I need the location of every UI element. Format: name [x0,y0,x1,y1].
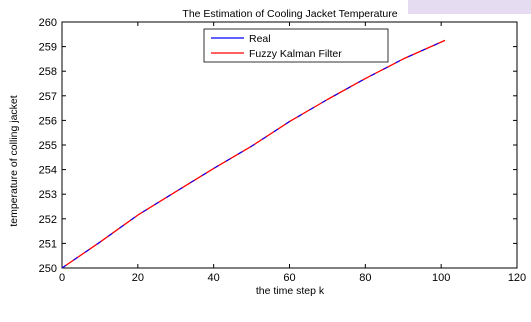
y-tick-label: 260 [39,17,57,29]
y-tick-label: 254 [39,165,57,177]
y-tick-label: 252 [39,214,57,226]
y-tick-label: 257 [39,91,57,103]
x-tick-label: 20 [132,272,144,284]
x-tick-label: 60 [283,272,295,284]
x-axis-label: the time step k [256,285,325,297]
y-tick-label: 258 [39,66,57,78]
x-tick-label: 40 [208,272,220,284]
plot-area [61,21,518,269]
legend-label-real: Real [249,33,271,45]
series-lines [61,39,446,269]
y-tick-label: 253 [39,189,57,201]
axis-ticks: 0 20 40 60 80 100 120 250 251 252 253 254 255 256 257 2… [39,17,527,284]
y-tick-label: 256 [39,115,57,127]
x-tick-label: 120 [508,272,526,284]
y-tick-label: 255 [39,140,57,152]
legend-label-fuzzy-kalman-filter: Fuzzy Kalman Filter [249,48,342,60]
x-tick-label: 100 [432,272,450,284]
background-band [408,0,531,14]
legend: Real Fuzzy Kalman Filter [203,28,389,63]
y-tick-label: 251 [39,238,57,250]
y-axis-label: temperature of colling jacket [8,95,20,226]
series-line-real [61,39,446,269]
y-tick-label: 259 [39,42,57,54]
legend-box [203,28,389,63]
chart-title: The Estimation of Cooling Jacket Tempera… [182,8,397,20]
x-tick-label: 80 [359,272,371,284]
y-tick-label: 250 [39,263,57,275]
x-tick-label: 0 [59,272,65,284]
